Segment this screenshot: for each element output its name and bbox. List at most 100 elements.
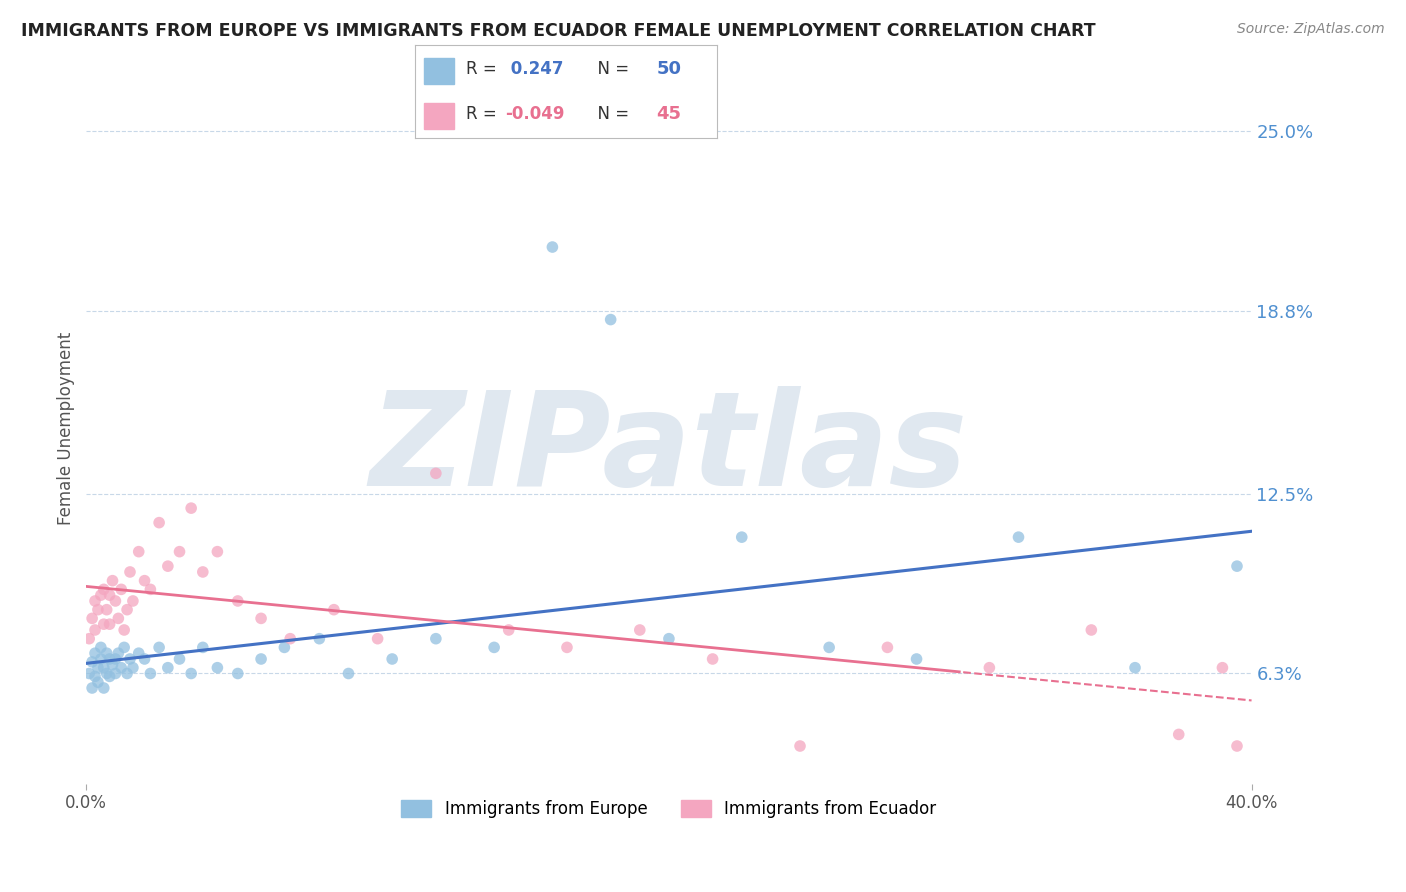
Point [1226,739,1249,753]
Bar [423,103,454,129]
Text: 0.247: 0.247 [506,60,564,78]
Text: ZIPatlas: ZIPatlas [370,386,969,513]
Text: N =: N = [588,60,634,78]
Point [93,681,115,695]
Point [599,312,621,326]
Point [84,594,107,608]
Point [702,652,724,666]
Point [658,632,681,646]
Point [96,646,118,660]
Text: Source: ZipAtlas.com: Source: ZipAtlas.com [1237,22,1385,37]
Point [191,565,214,579]
Text: 50: 50 [657,60,682,78]
Point [337,666,360,681]
Text: 45: 45 [657,105,682,123]
Point [96,666,118,681]
Point [134,652,156,666]
Point [555,640,578,655]
Text: R =: R = [467,60,502,78]
Point [278,632,301,646]
Point [156,559,179,574]
Point [1226,559,1249,574]
Point [191,640,214,655]
Point [82,655,104,669]
Point [169,652,191,666]
Point [98,617,121,632]
Point [979,661,1001,675]
Point [112,623,135,637]
Point [128,544,150,558]
Point [110,661,132,675]
Point [101,657,124,672]
Point [482,640,505,655]
Point [273,640,295,655]
Point [112,640,135,655]
Point [118,652,141,666]
Point [1123,661,1146,675]
Point [87,602,110,616]
Point [226,666,249,681]
Point [107,646,129,660]
Point [122,594,145,608]
Point [77,632,100,646]
Text: N =: N = [588,105,634,123]
Point [134,574,156,588]
Point [148,640,170,655]
Point [84,646,107,660]
Point [98,588,121,602]
Point [905,652,928,666]
Point [118,565,141,579]
Point [87,661,110,675]
Text: R =: R = [467,105,502,123]
Legend: Immigrants from Europe, Immigrants from Ecuador: Immigrants from Europe, Immigrants from … [395,794,943,825]
Point [731,530,754,544]
Point [308,632,330,646]
Point [122,661,145,675]
Point [367,632,389,646]
Text: -0.049: -0.049 [506,105,565,123]
Point [628,623,651,637]
Point [104,594,127,608]
Point [90,640,112,655]
Point [789,739,811,753]
Point [98,669,121,683]
Point [1080,623,1102,637]
Point [104,666,127,681]
Point [180,501,202,516]
Point [250,611,273,625]
Point [93,617,115,632]
Text: IMMIGRANTS FROM EUROPE VS IMMIGRANTS FROM ECUADOR FEMALE UNEMPLOYMENT CORRELATIO: IMMIGRANTS FROM EUROPE VS IMMIGRANTS FRO… [21,22,1095,40]
Point [93,582,115,597]
Point [96,602,118,616]
Point [207,544,229,558]
Point [90,652,112,666]
Point [128,646,150,660]
Point [107,611,129,625]
Point [82,611,104,625]
Point [139,666,162,681]
Point [818,640,841,655]
Point [541,240,564,254]
Point [84,669,107,683]
Point [425,467,447,481]
Point [84,623,107,637]
Point [115,666,138,681]
Point [93,661,115,675]
Point [148,516,170,530]
Point [87,675,110,690]
Point [226,594,249,608]
Point [1211,661,1233,675]
Point [322,602,344,616]
Point [104,652,127,666]
Point [110,582,132,597]
Point [498,623,520,637]
Point [876,640,898,655]
Point [180,666,202,681]
Point [139,582,162,597]
Point [90,588,112,602]
Point [1007,530,1029,544]
Point [169,544,191,558]
Point [381,652,404,666]
Point [250,652,273,666]
Point [1167,727,1189,741]
